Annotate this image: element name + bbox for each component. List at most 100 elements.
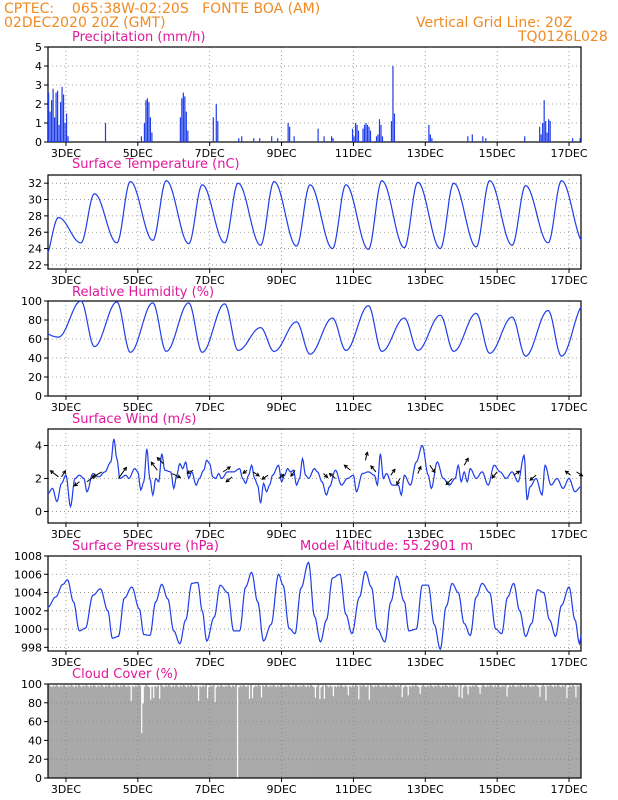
wind-arrowhead — [431, 468, 436, 474]
wind-arrow — [445, 478, 453, 485]
cloud-bar — [112, 685, 115, 778]
precip-bar — [49, 111, 51, 142]
cloud-bar — [524, 685, 526, 778]
cloud-bar — [106, 686, 109, 778]
cloud-bar — [113, 686, 116, 778]
x-tick-label: 11DEC — [335, 528, 372, 541]
cloud-bar — [161, 686, 164, 778]
cloud-bar — [537, 687, 540, 778]
x-tick-label: 11DEC — [335, 401, 372, 414]
precip-bar — [467, 136, 469, 142]
y-tick-label: 0 — [35, 390, 42, 403]
precip-bar — [429, 134, 431, 142]
wind-arrowhead — [445, 480, 450, 486]
cloud-bar — [414, 684, 417, 778]
precip-bar — [64, 123, 66, 142]
cloud-bar — [494, 685, 496, 778]
y-tick-label: 0 — [35, 772, 42, 785]
cloud-bar — [142, 703, 145, 778]
cloud-bar — [339, 684, 342, 778]
cloud-bar — [446, 686, 449, 778]
cloud-bar — [345, 686, 348, 778]
cloud-bar — [509, 685, 511, 778]
cloud-bar — [199, 686, 202, 778]
cloud-bar — [254, 685, 257, 778]
cloud-bar — [531, 685, 534, 778]
cloud-bar — [250, 684, 252, 778]
cloud-bar — [518, 686, 520, 778]
cloud-bar — [551, 686, 553, 778]
y-tick-label: 80 — [28, 314, 42, 327]
cloud-bar — [95, 687, 98, 778]
panel-title-1: Surface Temperature (nC) — [72, 157, 240, 172]
cloud-bar — [347, 695, 350, 778]
y-tick-label: 100 — [21, 678, 42, 691]
cloud-bar — [369, 684, 372, 778]
x-tick-label: 9DEC — [267, 656, 297, 669]
cloud-bar — [277, 685, 279, 778]
y-tick-label: 5 — [35, 41, 42, 54]
x-tick-label: 15DEC — [479, 656, 516, 669]
cloud-bar — [569, 685, 571, 778]
wind-arrowhead — [529, 476, 534, 481]
cloud-bar — [540, 686, 543, 778]
cloud-bar — [410, 687, 413, 778]
cloud-bar — [83, 686, 86, 778]
wind-arrowhead — [242, 469, 247, 474]
precip-bar — [545, 121, 547, 142]
wind-arrow — [225, 476, 233, 483]
cloud-bar — [384, 684, 387, 778]
cloud-bar — [333, 686, 336, 778]
cloud-bar — [208, 687, 210, 778]
cloud-bar — [286, 686, 288, 778]
cloud-bar — [125, 687, 128, 778]
wind-arrowhead — [364, 451, 369, 456]
precip-bar — [212, 117, 214, 142]
cloud-bar — [56, 686, 59, 778]
cloud-bar — [238, 687, 240, 778]
cloud-bar — [70, 684, 73, 778]
cloud-bar — [536, 686, 538, 778]
cloud-bar — [197, 700, 200, 778]
cloud-bar — [503, 686, 505, 778]
y-tick-label: 1004 — [14, 587, 42, 600]
precip-bar — [56, 90, 59, 142]
wind-arrowhead — [343, 464, 348, 469]
cloud-bar — [115, 684, 118, 778]
cloud-bar — [323, 698, 326, 778]
x-tick-label: 3DEC — [51, 528, 81, 541]
cloud-bar — [534, 684, 537, 778]
y-tick-label: 22 — [28, 259, 42, 272]
wind-arrowhead — [290, 472, 295, 478]
cloud-bar — [404, 685, 407, 778]
cloud-bar — [488, 686, 490, 778]
cloud-bar — [317, 684, 320, 778]
cloud-bar — [179, 685, 182, 778]
cloud-bar — [307, 685, 309, 778]
precip-bar — [104, 123, 107, 142]
precip-bar — [362, 128, 364, 142]
cloud-bar — [268, 687, 270, 778]
cloud-bar — [368, 699, 371, 778]
cloud-bar — [110, 687, 113, 778]
precip-bar — [140, 136, 143, 142]
cloud-bar — [498, 686, 501, 778]
cloud-bar — [327, 687, 330, 778]
cloud-bar — [227, 684, 230, 778]
x-tick-label: 5DEC — [123, 147, 153, 160]
cloud-bar — [247, 685, 249, 778]
wind-arrowhead — [91, 473, 97, 478]
cloud-bar — [422, 684, 425, 778]
wind-arrowhead — [156, 456, 161, 462]
x-tick-label: 13DEC — [407, 401, 444, 414]
x-tick-label: 7DEC — [195, 528, 225, 541]
cloud-bar — [220, 684, 222, 778]
x-tick-label: 9DEC — [267, 401, 297, 414]
cloud-bar — [449, 685, 452, 778]
y-tick-label: 0 — [35, 136, 42, 149]
cloud-bar — [292, 685, 294, 778]
cloud-bar — [229, 686, 231, 778]
cloud-bar — [259, 686, 261, 778]
wind-arrow — [370, 465, 377, 473]
wind-arrowhead — [564, 470, 570, 475]
